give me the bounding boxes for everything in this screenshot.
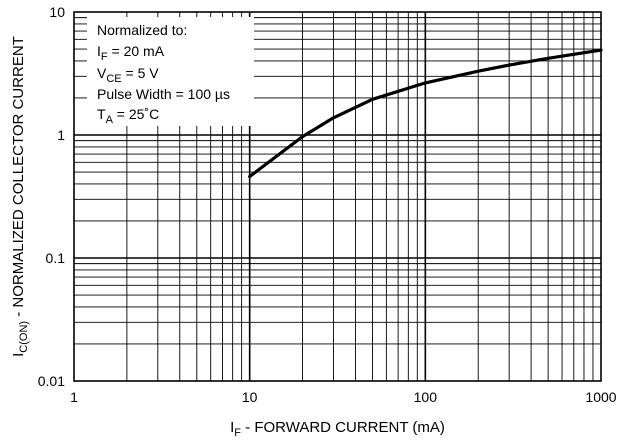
x-tick-label: 100 [414, 389, 438, 405]
series-group [248, 48, 603, 179]
annotation-line: VCE = 5 V [97, 65, 159, 85]
y-tick-label: 10 [49, 4, 65, 20]
y-axis-label: IC(ON) - NORMALIZED COLLECTOR CURRENT [10, 36, 30, 357]
annotation-line: IF = 20 mA [97, 43, 165, 63]
x-axis-label: IF - FORWARD CURRENT (mA) [230, 419, 445, 439]
x-tick-labels: 1 10 100 1000 [70, 389, 617, 405]
series-line [248, 48, 603, 179]
x-axis-title: IF - FORWARD CURRENT (mA) [230, 419, 445, 439]
y-tick-label: 0.01 [38, 373, 65, 389]
annotation-box [87, 17, 254, 126]
x-tick-label: 1 [70, 389, 78, 405]
y-axis-title: IC(ON) - NORMALIZED COLLECTOR CURRENT [10, 36, 30, 357]
y-tick-label: 1 [57, 127, 65, 143]
x-tick-label: 10 [242, 389, 258, 405]
annotation-line: Normalized to: [97, 22, 187, 38]
y-tick-label: 0.1 [46, 250, 66, 266]
plot-frame [73, 11, 602, 382]
y-tick-labels: 0.01 0.1 1 10 [38, 4, 65, 389]
x-tick-label: 1000 [585, 389, 616, 405]
annotation-line: Pulse Width = 100 µs [97, 86, 230, 102]
annotation-line: TA = 25˚C [97, 106, 159, 126]
